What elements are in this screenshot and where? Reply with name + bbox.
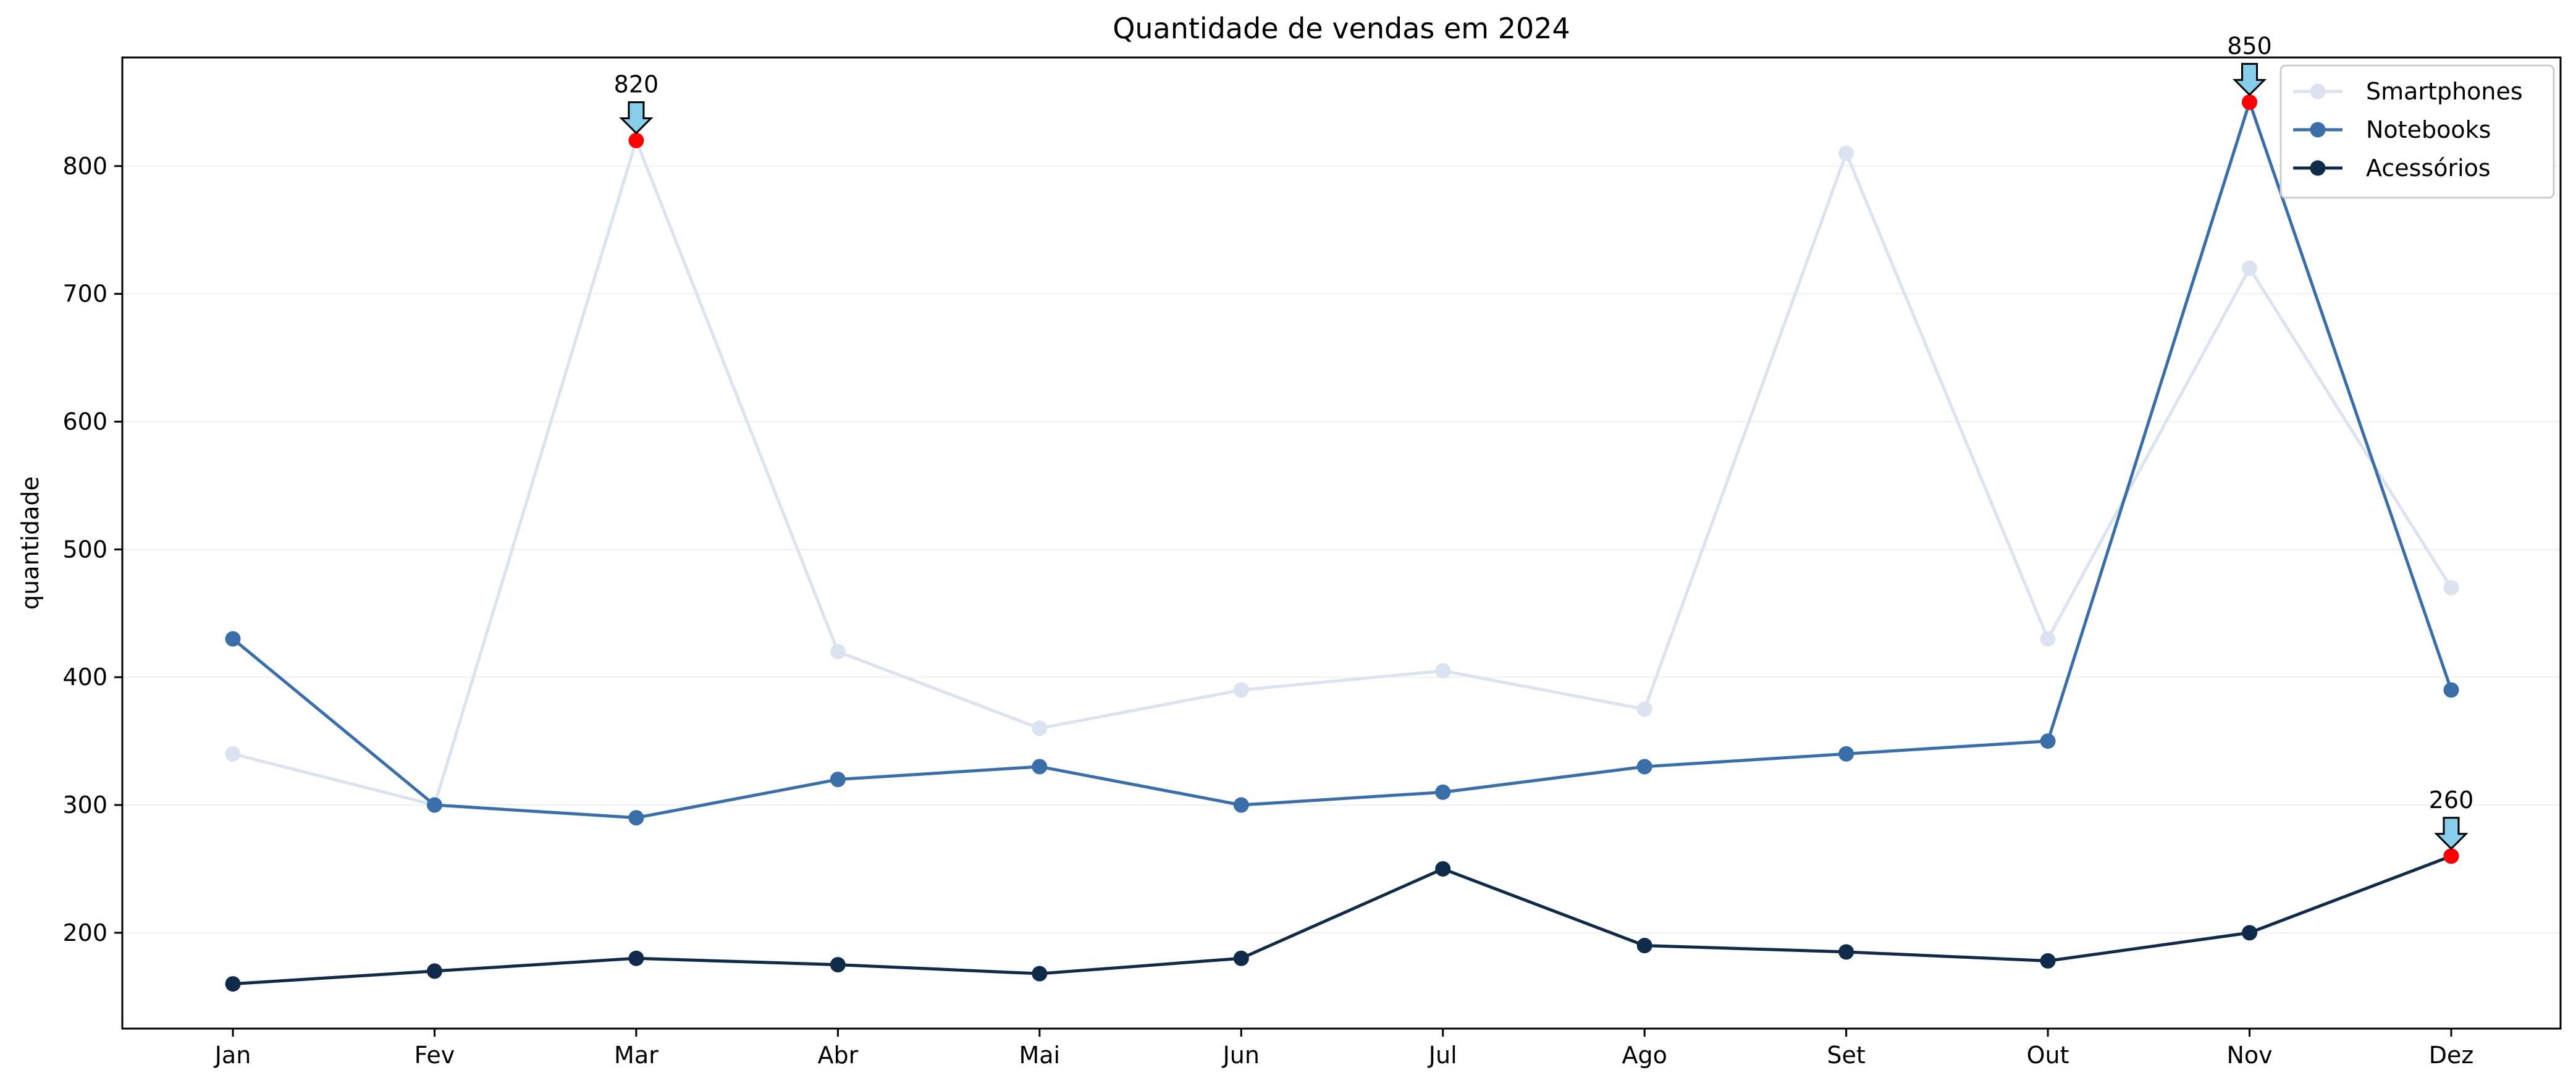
legend-box — [2279, 64, 2555, 199]
data-point — [628, 950, 644, 966]
y-tick-label: 800 — [62, 153, 107, 180]
legend: Smartphones Notebooks Acessórios — [2279, 64, 2555, 199]
x-tick-label: Nov — [2226, 1042, 2272, 1069]
series-line — [232, 138, 2453, 807]
y-tick-label: 500 — [62, 536, 107, 563]
annotation-label: 260 — [2429, 786, 2474, 814]
data-point — [2242, 925, 2258, 941]
data-point — [1435, 784, 1451, 800]
data-point — [2443, 579, 2459, 596]
annotation-arrow — [2434, 817, 2469, 850]
annotation-label: 820 — [614, 70, 659, 98]
x-tick-label: Jul — [1428, 1042, 1457, 1069]
data-point — [2242, 260, 2258, 276]
y-tick-label: 600 — [62, 408, 107, 436]
y-tick-label: 300 — [62, 791, 107, 819]
data-point — [1636, 759, 1652, 775]
data-point — [1838, 746, 1854, 762]
x-tick-label: Jan — [214, 1042, 251, 1069]
x-tick-label: Dez — [2429, 1042, 2474, 1069]
series-acessorios — [225, 848, 2459, 992]
data-point — [2040, 953, 2056, 969]
data-point — [426, 797, 442, 813]
data-point — [225, 631, 241, 647]
data-point — [830, 957, 846, 973]
data-point — [225, 976, 241, 992]
plot-frame — [121, 56, 2562, 1030]
legend-label: Notebooks — [2366, 116, 2491, 143]
data-point — [1032, 720, 1048, 736]
legend-marker — [2310, 160, 2326, 176]
y-axis-ticks: 200 300 400 500 600 700 800 — [62, 153, 122, 946]
grid — [122, 165, 2561, 933]
data-point — [1838, 145, 1854, 161]
data-point — [1435, 663, 1451, 679]
y-tick-label: 200 — [62, 919, 107, 946]
series-line — [232, 854, 2452, 986]
data-point — [1636, 701, 1652, 717]
data-point — [2040, 733, 2056, 749]
annotation-label: 850 — [2227, 32, 2272, 59]
legend-label: Smartphones — [2366, 78, 2523, 105]
data-point — [2443, 682, 2459, 698]
x-tick-label: Jun — [1222, 1042, 1260, 1069]
data-point — [1435, 861, 1451, 877]
x-tick-label: Set — [1827, 1042, 1865, 1069]
data-point — [1636, 938, 1652, 954]
highlight-point — [2443, 848, 2459, 864]
data-point — [225, 746, 241, 762]
legend-marker — [2310, 83, 2326, 99]
legend-label: Acessórios — [2366, 154, 2491, 182]
annotation-arrow — [2232, 62, 2267, 96]
legend-marker — [2310, 122, 2326, 138]
highlight-point — [628, 132, 644, 148]
y-tick-label: 400 — [62, 663, 107, 691]
data-point — [1233, 682, 1249, 698]
data-point — [1032, 966, 1048, 982]
x-tick-label: Ago — [1622, 1042, 1667, 1069]
peak-highlights — [628, 94, 2459, 864]
annotations: 820 850 260 — [614, 32, 2474, 850]
legend-item: Acessórios — [2293, 154, 2491, 182]
data-point — [2040, 631, 2056, 647]
y-axis-label: quantidade — [17, 476, 44, 610]
x-tick-label: Out — [2027, 1042, 2069, 1069]
x-tick-label: Mai — [1019, 1042, 1060, 1069]
data-point — [1233, 797, 1249, 813]
x-axis-ticks: Jan Fev Mar Abr Mai Jun Jul Ago Set Out Nov Dez — [214, 1029, 2474, 1069]
x-tick-label: Mar — [614, 1042, 659, 1069]
series-line — [232, 100, 2453, 820]
chart-title: Quantidade de vendas em 2024 — [1113, 12, 1570, 45]
legend-item: Notebooks — [2293, 116, 2491, 143]
data-point — [1838, 944, 1854, 960]
data-point — [426, 963, 442, 979]
data-point — [830, 644, 846, 660]
highlight-point — [2242, 94, 2258, 110]
y-tick-label: 700 — [62, 280, 107, 308]
x-tick-label: Fev — [415, 1042, 455, 1069]
annotation-arrow — [619, 101, 654, 135]
data-point — [628, 810, 644, 826]
x-tick-label: Abr — [817, 1042, 858, 1069]
data-point — [830, 772, 846, 788]
legend-item: Smartphones — [2293, 78, 2523, 105]
data-point — [1233, 950, 1249, 966]
data-point — [1032, 759, 1048, 775]
